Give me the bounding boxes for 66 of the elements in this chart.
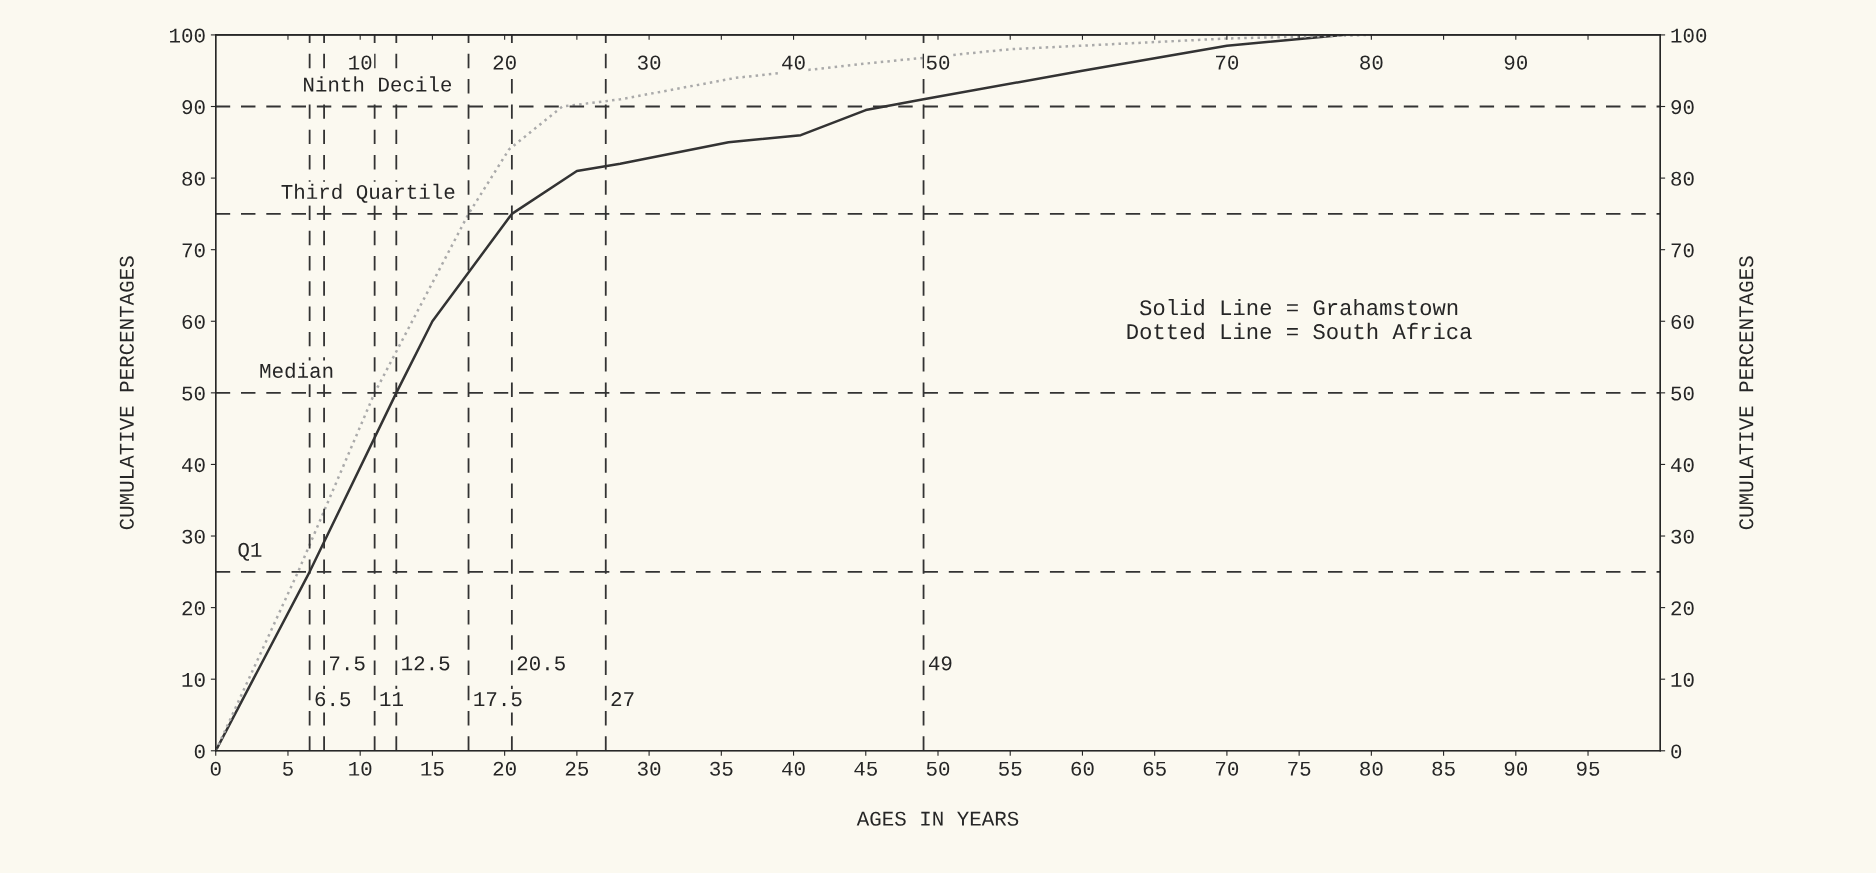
y2-tick-label: 0 (1671, 744, 1682, 759)
annotation: Solid Line = Grahamstown Dotted Line = South Africa (1127, 298, 1472, 340)
y-tick-label: 30 (182, 529, 205, 544)
x-axis-title: AGES IN YEARS (856, 811, 1019, 826)
ref-line-label: 6.5 (315, 692, 351, 707)
y2-tick-label: 50 (1671, 386, 1694, 401)
y2-tick-label: 90 (1671, 100, 1694, 115)
x-tick-label: 0 (210, 761, 221, 776)
x2-tick-label: 50 (926, 55, 950, 70)
y2-tick-label: 10 (1671, 672, 1694, 687)
x-tick-label: 40 (782, 761, 805, 776)
y-tick-label: 20 (182, 601, 205, 616)
y-tick-label: 10 (182, 672, 205, 687)
x-tick-label: 55 (999, 761, 1022, 776)
ref-line-label: Ninth Decile (304, 76, 452, 92)
x-tick-label: 30 (637, 761, 661, 776)
x-tick-label: 25 (565, 761, 589, 776)
y-tick-label: 40 (182, 458, 205, 473)
ref-line-label: 17.5 (474, 692, 522, 707)
y-tick-label: 70 (182, 243, 205, 258)
ref-line-label: Median (260, 362, 333, 379)
y-tick-label: 100 (170, 28, 205, 43)
y-tick-label: 60 (182, 314, 205, 330)
x-tick-label: 95 (1576, 761, 1600, 776)
ref-line-label: 7.5 (330, 656, 365, 671)
x-tick-label: 5 (283, 761, 293, 776)
x-tick-label: 60 (1071, 761, 1094, 776)
x2-tick-label: 10 (349, 55, 372, 70)
x-tick-label: 10 (349, 761, 372, 776)
x2-tick-label: 30 (637, 55, 661, 70)
x-tick-label: 50 (926, 761, 950, 776)
x-tick-label: 75 (1288, 761, 1311, 776)
y-tick-label: 90 (182, 100, 205, 115)
x-tick-label: 70 (1216, 761, 1239, 776)
ref-line-label: 49 (928, 656, 952, 671)
x2-tick-label: 40 (782, 55, 805, 70)
x-tick-label: 90 (1504, 761, 1528, 776)
x2-tick-label: 70 (1216, 55, 1239, 70)
x-tick-label: 35 (710, 761, 733, 776)
ref-line-label: Third Quartile (281, 183, 455, 203)
ref-line-label: 11 (380, 692, 403, 707)
x-tick-label: 20 (493, 761, 516, 776)
y2-tick-label: 80 (1671, 171, 1694, 186)
x-tick-label: 85 (1432, 761, 1455, 776)
y2-axis-title: CUMULATIVE PERCENTAGES (1739, 256, 1754, 530)
y-tick-label: 0 (194, 744, 205, 759)
x-tick-label: 80 (1360, 761, 1383, 776)
ref-line-label: 27 (611, 692, 634, 707)
y2-tick-label: 60 (1671, 314, 1694, 330)
y2-tick-label: 20 (1671, 601, 1694, 616)
x-tick-label: 45 (854, 761, 877, 776)
y2-tick-label: 70 (1671, 243, 1694, 258)
ref-line-label: 20.5 (517, 656, 565, 671)
x-tick-label: 65 (1143, 761, 1166, 776)
y2-tick-label: 100 (1671, 28, 1707, 43)
ref-line-label: 12.5 (402, 656, 450, 671)
y2-tick-label: 40 (1671, 458, 1694, 473)
y-tick-label: 50 (182, 386, 205, 401)
x2-tick-label: 20 (493, 55, 516, 70)
x-tick-label: 15 (421, 761, 444, 776)
y2-tick-label: 30 (1671, 529, 1694, 544)
y-tick-label: 80 (182, 171, 205, 186)
x2-tick-label: 90 (1504, 55, 1528, 70)
x2-tick-label: 80 (1360, 55, 1383, 70)
y-axis-title: CUMULATIVE PERCENTAGES (119, 256, 134, 530)
ref-line-label: Q1 (238, 542, 262, 561)
